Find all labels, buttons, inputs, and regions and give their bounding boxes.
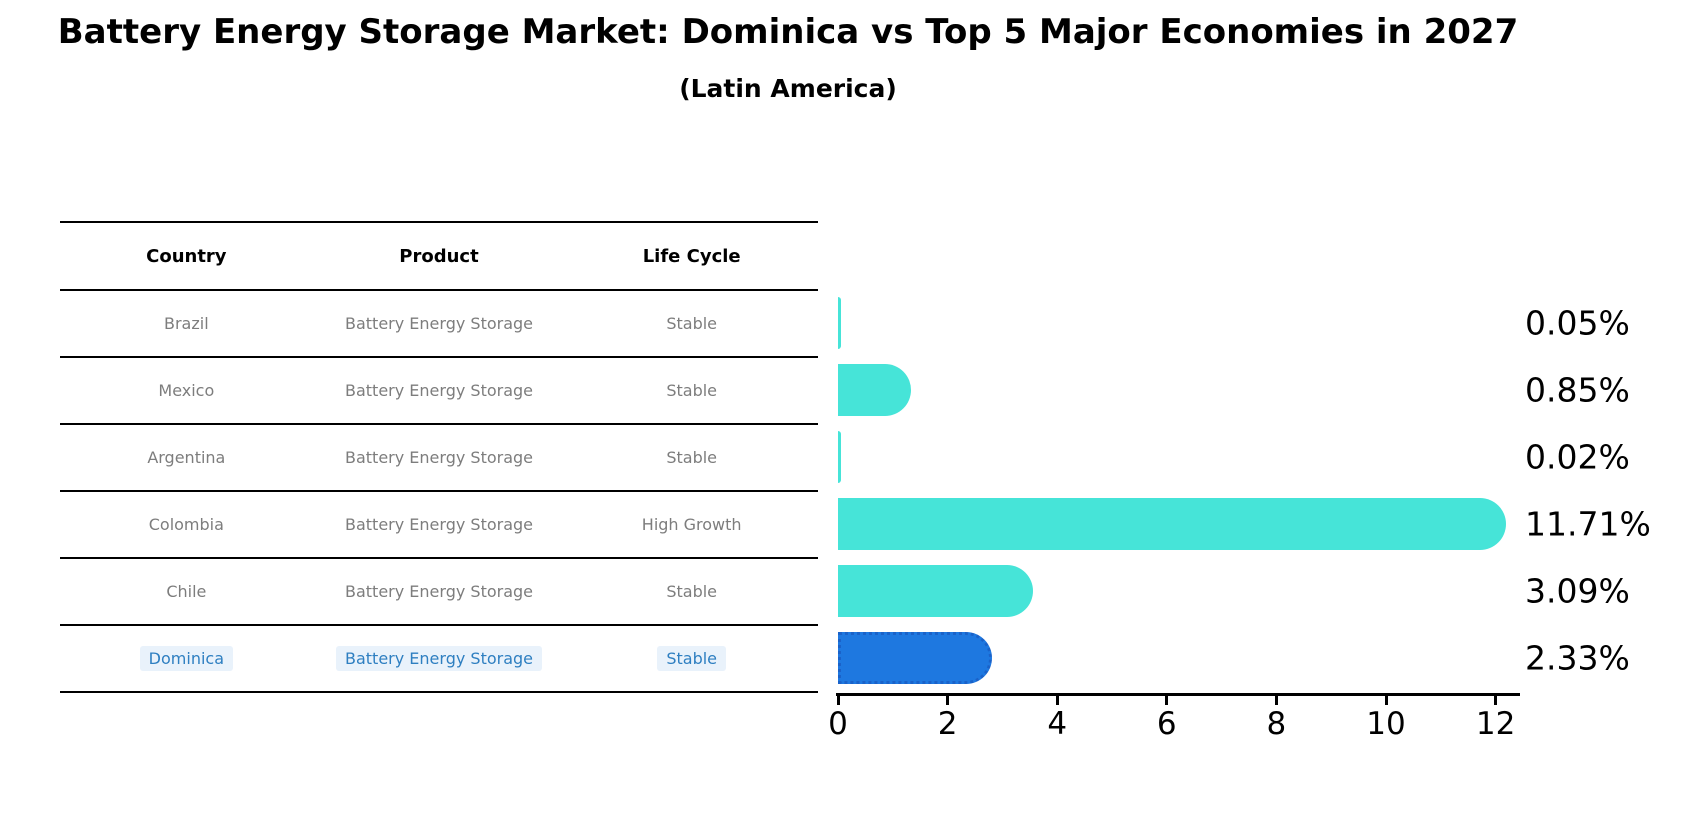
page-subtitle: (Latin America): [679, 74, 897, 103]
cell-country: Mexico: [60, 358, 313, 423]
bar: [838, 430, 841, 483]
x-tick-label: 0: [828, 706, 848, 742]
x-tick-mark: [1274, 695, 1278, 705]
bar: [838, 363, 911, 416]
life-cycle-label: Stable: [666, 314, 718, 333]
table-row: Mexico Battery Energy Storage Stable: [60, 358, 818, 425]
country-label: Brazil: [164, 314, 209, 333]
value-label: 0.85%: [1525, 370, 1630, 409]
table-header-row: Country Product Life Cycle: [60, 223, 818, 291]
cell-life-cycle: Stable: [565, 626, 818, 691]
life-cycle-label: High Growth: [641, 515, 742, 534]
x-tick-label: 4: [1047, 706, 1068, 742]
cell-life-cycle: Stable: [565, 358, 818, 423]
table-row: Chile Battery Energy Storage Stable: [60, 559, 818, 626]
cell-country: Dominica: [60, 626, 313, 691]
x-tick-label: 12: [1475, 706, 1516, 742]
product-label: Battery Energy Storage: [345, 381, 534, 400]
header-cell-country: Country: [146, 245, 227, 267]
cell-life-cycle: Stable: [565, 425, 818, 490]
x-tick-mark: [1165, 695, 1169, 705]
chart-row: 11.71%: [838, 490, 1707, 557]
cell-country: Chile: [60, 559, 313, 624]
cell-product: Battery Energy Storage: [313, 492, 566, 557]
x-tick-label: 6: [1156, 706, 1177, 742]
chart-row: 0.05%: [838, 289, 1707, 356]
cell-life-cycle: Stable: [565, 291, 818, 356]
chart-row: 3.09%: [838, 557, 1707, 624]
life-cycle-label: Stable: [666, 448, 718, 467]
bar-chart: 0.05% 0.85% 0.02% 11.71% 3.09% 2.33%: [838, 289, 1707, 691]
header-cell-product: Product: [399, 245, 479, 267]
chart-row: 0.02%: [838, 423, 1707, 490]
x-tick-mark: [836, 695, 840, 705]
x-tick-mark: [946, 695, 950, 705]
life-cycle-label: Stable: [666, 381, 718, 400]
x-tick-mark: [1494, 695, 1498, 705]
cell-life-cycle: Stable: [565, 559, 818, 624]
bar: [838, 564, 1034, 617]
cell-product: Battery Energy Storage: [313, 559, 566, 624]
cell-product: Battery Energy Storage: [313, 626, 566, 691]
table-row: Dominica Battery Energy Storage Stable: [60, 626, 818, 693]
cell-country: Brazil: [60, 291, 313, 356]
bar: [838, 497, 1506, 550]
value-label: 11.71%: [1525, 504, 1651, 543]
cell-country: Colombia: [60, 492, 313, 557]
page-title: Battery Energy Storage Market: Dominica …: [57, 12, 1519, 52]
value-label: 0.02%: [1525, 437, 1630, 476]
cell-country: Argentina: [60, 425, 313, 490]
life-cycle-label: Stable: [657, 646, 727, 671]
bar: [838, 631, 992, 684]
header-cell-life-cycle: Life Cycle: [642, 245, 741, 267]
value-label: 2.33%: [1525, 638, 1630, 677]
product-label: Battery Energy Storage: [336, 646, 543, 671]
table-row: Brazil Battery Energy Storage Stable: [60, 291, 818, 358]
country-label: Mexico: [158, 381, 215, 400]
product-label: Battery Energy Storage: [345, 515, 534, 534]
x-tick-label: 2: [937, 706, 958, 742]
cell-product: Battery Energy Storage: [313, 425, 566, 490]
country-label: Colombia: [148, 515, 224, 534]
x-tick-label: 10: [1366, 706, 1406, 742]
country-label: Argentina: [147, 448, 226, 467]
table-row: Argentina Battery Energy Storage Stable: [60, 425, 818, 492]
x-tick-label: 8: [1266, 706, 1287, 742]
x-tick-mark: [1055, 695, 1059, 705]
country-label: Chile: [166, 582, 207, 601]
cell-product: Battery Energy Storage: [313, 291, 566, 356]
cell-product: Battery Energy Storage: [313, 358, 566, 423]
data-table: Country Product Life Cycle Brazil Batter…: [60, 221, 818, 693]
bar: [838, 296, 841, 349]
cell-life-cycle: High Growth: [565, 492, 818, 557]
x-axis-line: [836, 693, 1520, 696]
value-label: 3.09%: [1525, 571, 1630, 610]
chart-row: 0.85%: [838, 356, 1707, 423]
chart-row: 2.33%: [838, 624, 1707, 691]
country-label: Dominica: [139, 646, 233, 671]
table-body: Brazil Battery Energy Storage Stable Mex…: [60, 291, 818, 693]
life-cycle-label: Stable: [666, 582, 718, 601]
table-row: Colombia Battery Energy Storage High Gro…: [60, 492, 818, 559]
product-label: Battery Energy Storage: [345, 314, 534, 333]
x-tick-mark: [1384, 695, 1388, 705]
value-label: 0.05%: [1525, 303, 1630, 342]
product-label: Battery Energy Storage: [345, 582, 534, 601]
product-label: Battery Energy Storage: [345, 448, 534, 467]
